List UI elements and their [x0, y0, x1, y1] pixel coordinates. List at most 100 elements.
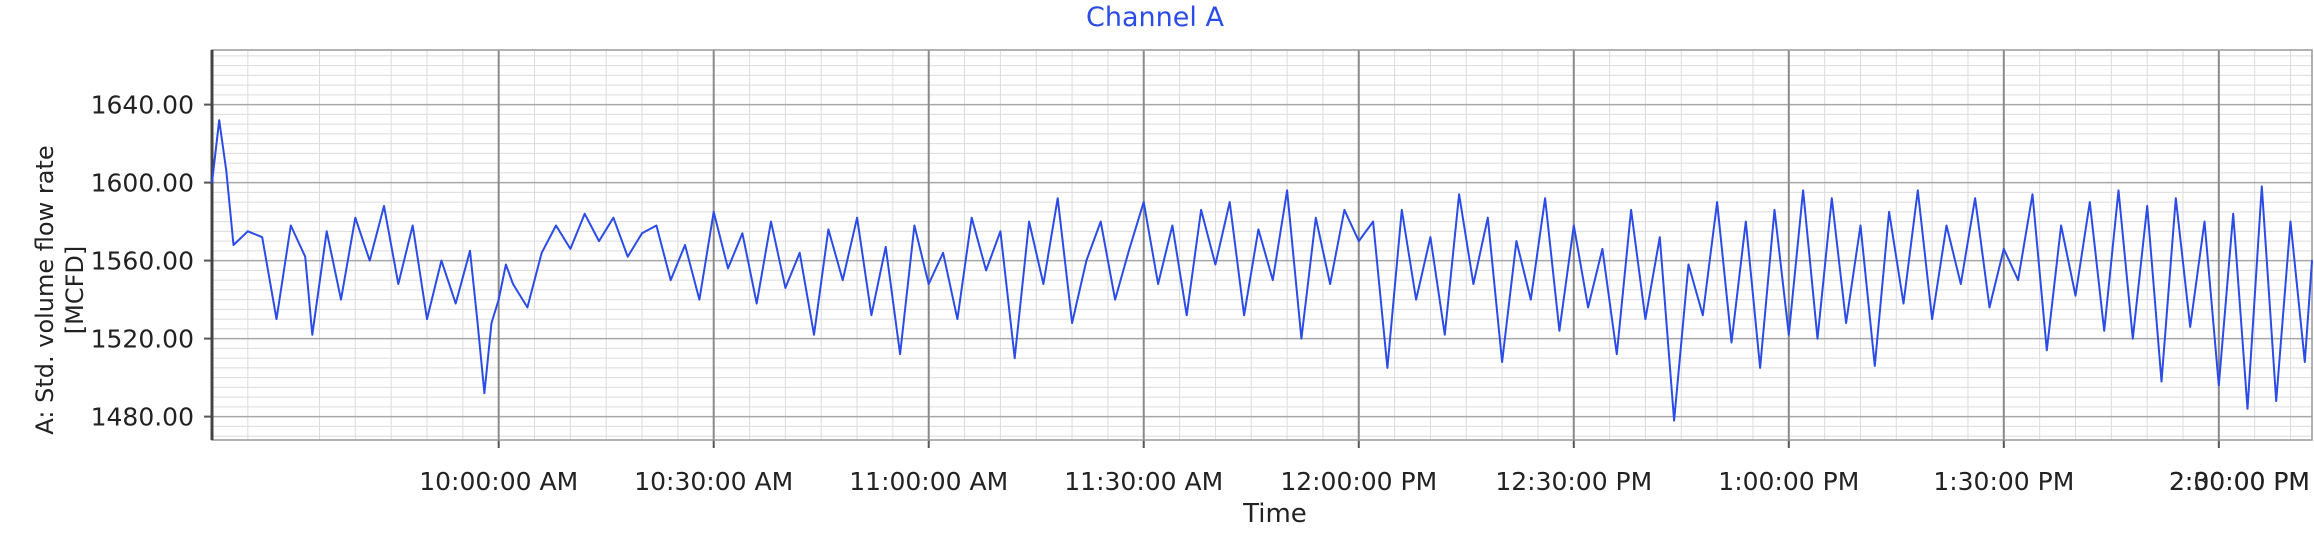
data-point — [2189, 326, 2191, 328]
data-point — [483, 392, 486, 395]
y-tick-label: 1640.00 — [91, 91, 194, 120]
data-point — [555, 224, 557, 227]
data-point — [1056, 197, 1059, 199]
data-point — [304, 255, 306, 258]
data-point — [1587, 306, 1589, 309]
data-point — [2003, 248, 2005, 250]
x-tick-label: 1:00:00 PM — [1718, 467, 1859, 496]
data-point — [741, 232, 744, 235]
data-point — [218, 119, 220, 121]
data-point — [827, 228, 830, 231]
data-point — [1988, 306, 1991, 309]
data-point — [2103, 330, 2105, 332]
data-point — [211, 181, 213, 184]
data-point — [698, 298, 701, 301]
data-point — [2146, 205, 2148, 207]
x-tick-label: 12:30:00 PM — [1495, 467, 1652, 496]
data-point — [454, 302, 457, 305]
data-point — [1286, 189, 1288, 192]
data-point — [476, 318, 478, 320]
data-point — [1314, 216, 1317, 219]
data-point — [368, 259, 371, 262]
y-tick-label: 1560.00 — [91, 247, 194, 276]
data-point — [2089, 201, 2091, 203]
data-point — [1845, 322, 1847, 324]
data-point — [1443, 333, 1446, 336]
data-point — [1228, 201, 1231, 203]
data-point — [2046, 349, 2048, 352]
data-point — [1945, 224, 1948, 227]
data-point — [2132, 337, 2134, 340]
data-point — [290, 224, 292, 227]
data-point — [784, 287, 787, 289]
data-point — [1701, 314, 1704, 317]
data-point — [1271, 279, 1274, 281]
data-point — [397, 283, 400, 285]
data-point — [1787, 333, 1790, 336]
data-point — [2246, 408, 2249, 410]
data-point — [2203, 220, 2206, 223]
data-point — [1257, 228, 1260, 231]
data-point — [755, 302, 758, 305]
data-point — [469, 250, 471, 252]
y-tick-label: 1480.00 — [91, 403, 194, 432]
data-point — [598, 240, 600, 242]
data-point — [813, 333, 815, 336]
x-tick-label: 2:00:00 PM — [2169, 467, 2310, 496]
data-point — [526, 306, 529, 309]
data-point — [985, 269, 987, 272]
y-tick-label: 1520.00 — [91, 325, 194, 354]
data-point — [942, 252, 944, 254]
data-point — [1773, 209, 1776, 211]
data-point — [411, 224, 414, 227]
data-point — [1816, 337, 1819, 340]
data-point — [261, 236, 263, 238]
data-point — [970, 216, 973, 219]
data-point — [1830, 197, 1833, 199]
data-point — [1200, 209, 1202, 211]
data-point — [899, 353, 901, 356]
data-point — [1415, 298, 1417, 301]
data-point — [913, 224, 916, 227]
data-point — [2060, 224, 2062, 227]
data-point — [927, 283, 930, 285]
data-point — [1142, 201, 1145, 203]
data-point — [1759, 367, 1761, 369]
data-point — [1243, 314, 1245, 317]
data-point — [1931, 318, 1933, 320]
data-point — [1572, 224, 1575, 227]
data-point — [1099, 220, 1102, 223]
data-point — [2261, 185, 2263, 188]
data-point — [1472, 283, 1475, 285]
data-point — [1802, 189, 1804, 192]
data-point — [1615, 353, 1618, 356]
data-point — [1515, 240, 1518, 242]
data-point — [2031, 193, 2034, 196]
data-point — [1644, 318, 1647, 320]
data-point — [383, 205, 385, 207]
data-point — [1300, 337, 1303, 340]
data-point — [870, 314, 873, 317]
data-point — [490, 322, 493, 324]
data-point — [354, 216, 357, 219]
x-tick-label: 2:30:00 PM — [2169, 467, 2310, 496]
data-point — [440, 259, 443, 262]
chart-title: Channel A — [1086, 2, 1224, 33]
data-point — [1902, 302, 1905, 305]
data-point — [1630, 209, 1632, 211]
x-tick-label: 11:30:00 AM — [1064, 467, 1223, 496]
data-point — [612, 216, 615, 219]
data-point — [2311, 259, 2313, 262]
data-point — [1372, 220, 1374, 223]
data-point — [1013, 357, 1016, 359]
data-point — [1658, 236, 1661, 238]
data-point — [1601, 248, 1604, 250]
data-point — [798, 252, 801, 254]
data-point — [512, 283, 514, 285]
data-point — [426, 318, 428, 320]
data-point — [1214, 263, 1217, 266]
data-point — [1730, 341, 1733, 344]
data-point — [999, 230, 1002, 233]
data-point — [2232, 213, 2234, 215]
data-point — [1071, 322, 1073, 324]
